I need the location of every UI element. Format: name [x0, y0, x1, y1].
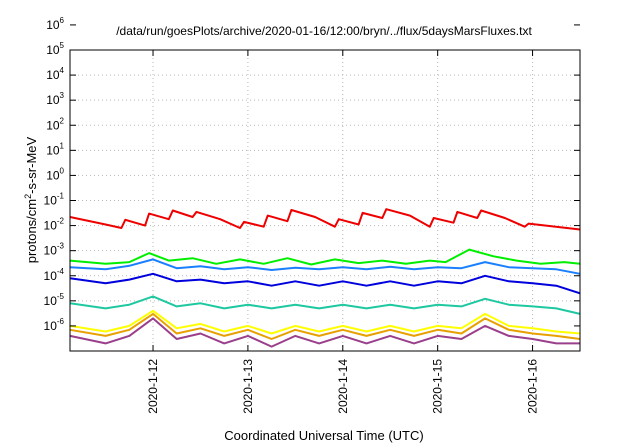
x-tick-label: 2020-1-13	[241, 359, 255, 414]
y-ticks: 106 105 104 103 102 101 100 10-1 10-2 10-3 10-4 10-…	[44, 16, 580, 333]
y-tick-label: 10-5	[44, 292, 65, 308]
y-tick-label: 10-1	[44, 192, 65, 208]
y-tick-label: 105	[46, 41, 64, 57]
y-tick-label: 100	[46, 166, 64, 182]
series-line-green	[69, 248, 581, 266]
y-tick-label: 102	[46, 116, 64, 132]
y-tick-label: 10-6	[44, 317, 65, 333]
y-tick-label: 104	[46, 66, 64, 82]
y-tick-label: 10-2	[44, 217, 65, 233]
series-line-red	[69, 208, 581, 231]
y-tick-label: 101	[46, 141, 64, 157]
series-line-teal	[69, 295, 581, 315]
x-axis-title: Coordinated Universal Time (UTC)	[224, 428, 423, 443]
x-tick-label: 2020-1-12	[146, 359, 160, 414]
y-tick-label: 106	[46, 16, 64, 32]
series-lines	[69, 208, 581, 348]
y-axis-title: protons/cm2-s-sr-MeV	[23, 136, 39, 263]
x-tick-label: 2020-1-15	[431, 359, 445, 414]
series-line-purple	[69, 317, 580, 348]
series-line-yellow	[69, 309, 581, 335]
series-line-blue_dark	[69, 272, 581, 295]
series-line-blue_light	[69, 258, 581, 275]
series-line-orange	[69, 312, 581, 340]
x-ticks: 2020-1-12 2020-1-13 2020-1-14 2020-1-15 2020…	[146, 50, 540, 414]
y-tick-label: 10-3	[44, 242, 65, 258]
y-tick-label: 103	[46, 91, 64, 107]
x-tick-label: 2020-1-16	[526, 359, 540, 414]
y-tick-label: 10-4	[44, 267, 65, 283]
chart-title: /data/run/goesPlots/archive/2020-01-16/1…	[116, 24, 532, 38]
x-tick-label: 2020-1-14	[336, 359, 350, 414]
grid	[70, 49, 580, 351]
